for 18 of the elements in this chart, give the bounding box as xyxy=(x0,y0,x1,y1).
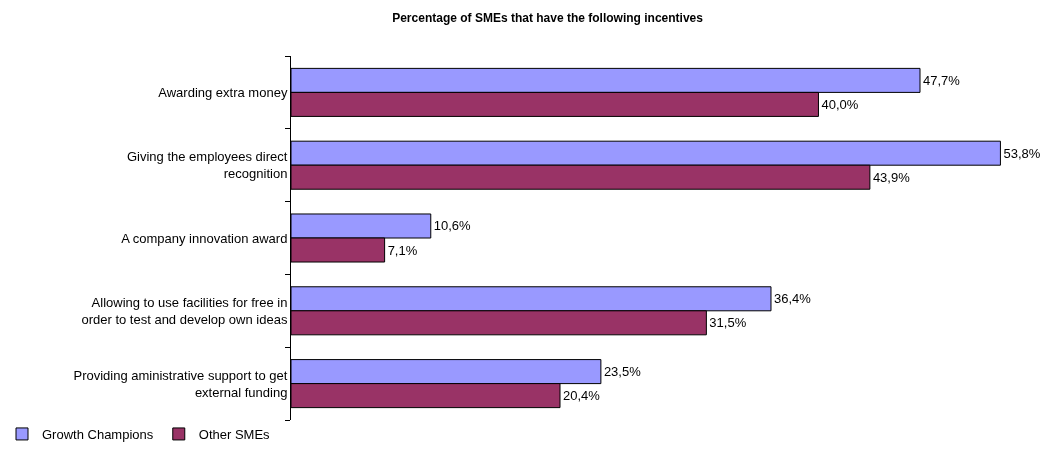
data-label: 47,7% xyxy=(923,72,961,88)
y-tick-label: Providing aministrative support to get external funding xyxy=(73,367,288,400)
y-tick-label: A company innovation award xyxy=(121,230,288,246)
y-tick-label: Awarding extra money xyxy=(158,84,288,100)
y-tick-label: Giving the employees direct recognition xyxy=(126,149,288,182)
data-label: 36,4% xyxy=(773,291,812,307)
data-label: 10,6% xyxy=(433,218,472,234)
data-label: 23,5% xyxy=(603,364,642,380)
data-label: 20,4% xyxy=(563,388,601,404)
data-label: 7,1% xyxy=(387,242,418,258)
data-label: 53,8% xyxy=(1003,145,1041,161)
legend-label: Other SMEs xyxy=(198,427,271,443)
data-label: 31,5% xyxy=(709,315,747,331)
y-tick-label: Allowing to use facilities for free in order to test and develop own ideas xyxy=(81,294,288,327)
data-label: 43,9% xyxy=(872,169,911,185)
data-label: 40,0% xyxy=(821,96,859,112)
legend-label: Growth Champions xyxy=(42,427,154,443)
chart-title: Percentage of SMEs that have the following incentives xyxy=(392,11,704,26)
